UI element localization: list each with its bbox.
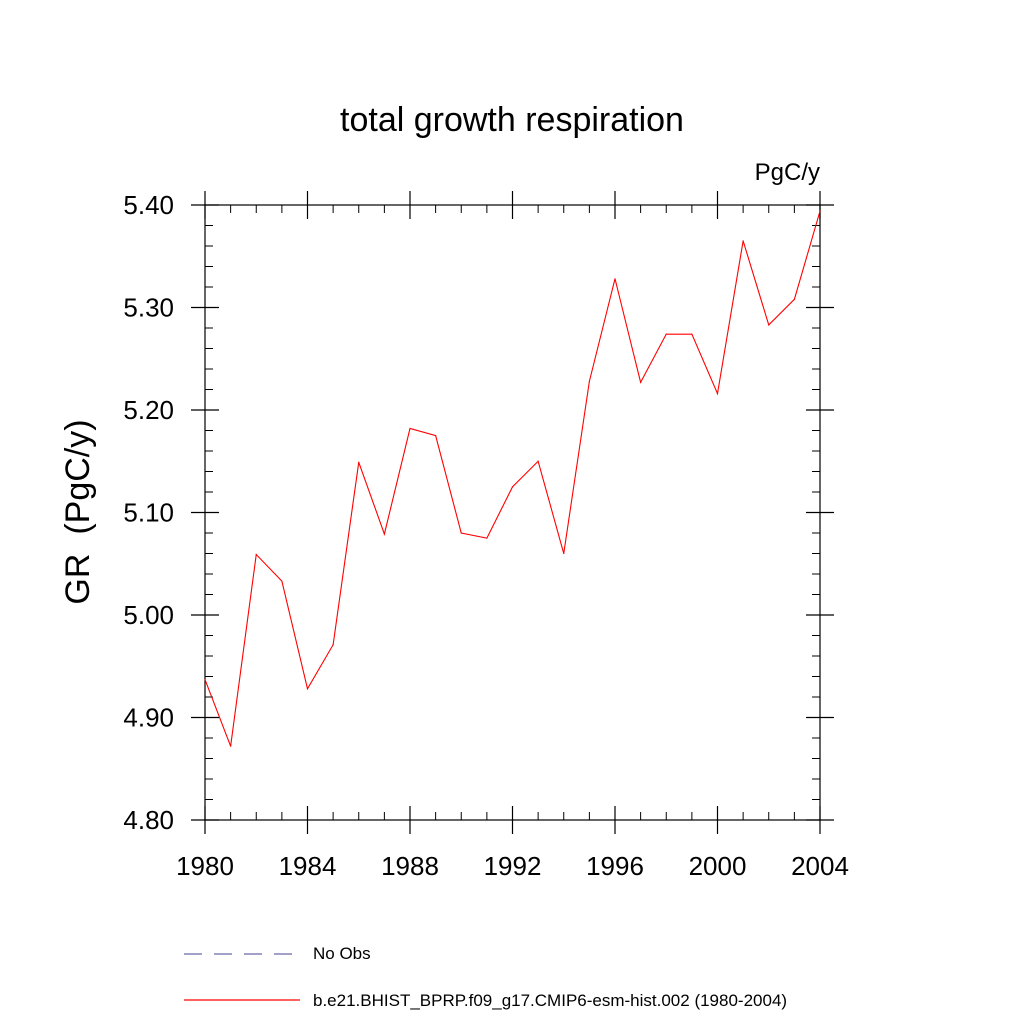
data-point [640,381,642,383]
data-point [716,393,719,395]
data-point [819,210,821,212]
y-tick-label: 5.20 [123,395,174,425]
y-axis-label: GR (PgC/y) [59,419,97,604]
data-point [281,580,283,582]
legend: No Obs b.e21.BHIST_BPRP.f09_g17.CMIP6-es… [184,944,787,1010]
y-tick-label: 5.30 [123,293,174,323]
data-point [306,688,309,690]
data-point [230,745,232,747]
data-point [691,333,693,335]
y-tick-label: 5.00 [123,600,174,630]
y-tick-label: 4.90 [123,703,174,733]
x-tick-label: 2000 [689,851,747,881]
x-tick-label: 1988 [381,851,439,881]
data-point [435,435,437,437]
data-point [332,644,334,646]
data-point [511,486,514,488]
x-tick-label: 1996 [586,851,644,881]
data-point [768,324,770,326]
chart-title: total growth respiration [340,101,684,139]
data-point [358,461,360,463]
data-point [537,460,539,462]
x-tick-label: 1992 [484,851,542,881]
data-point [460,532,462,534]
data-point [409,427,411,430]
data-point [204,678,206,681]
data-point [486,537,488,539]
series-line [204,210,821,747]
data-point [563,552,565,555]
y-tick-label: 5.10 [123,498,174,528]
plot-frame [204,204,821,821]
data-point [614,278,616,280]
data-point [588,380,590,382]
x-tick-label: 1980 [176,851,234,881]
data-point [255,553,257,556]
data-point [742,240,744,242]
x-tick-label: 2004 [791,851,849,881]
data-point [383,533,385,535]
legend-label-no-obs: No Obs [313,944,371,963]
data-point [665,333,667,335]
x-tick-label: 1984 [279,851,337,881]
y-tick-label: 5.40 [123,190,174,220]
series-layer [204,210,821,747]
y-tick-label: 4.80 [123,805,174,835]
units-label: PgC/y [755,159,820,186]
axes: 1980 1984 1988 1992 1996 2000 2004 4.80 4.90 5.00… [123,190,849,881]
legend-label-model: b.e21.BHIST_BPRP.f09_g17.CMIP6-esm-hist.… [313,991,787,1010]
data-point [793,298,795,300]
